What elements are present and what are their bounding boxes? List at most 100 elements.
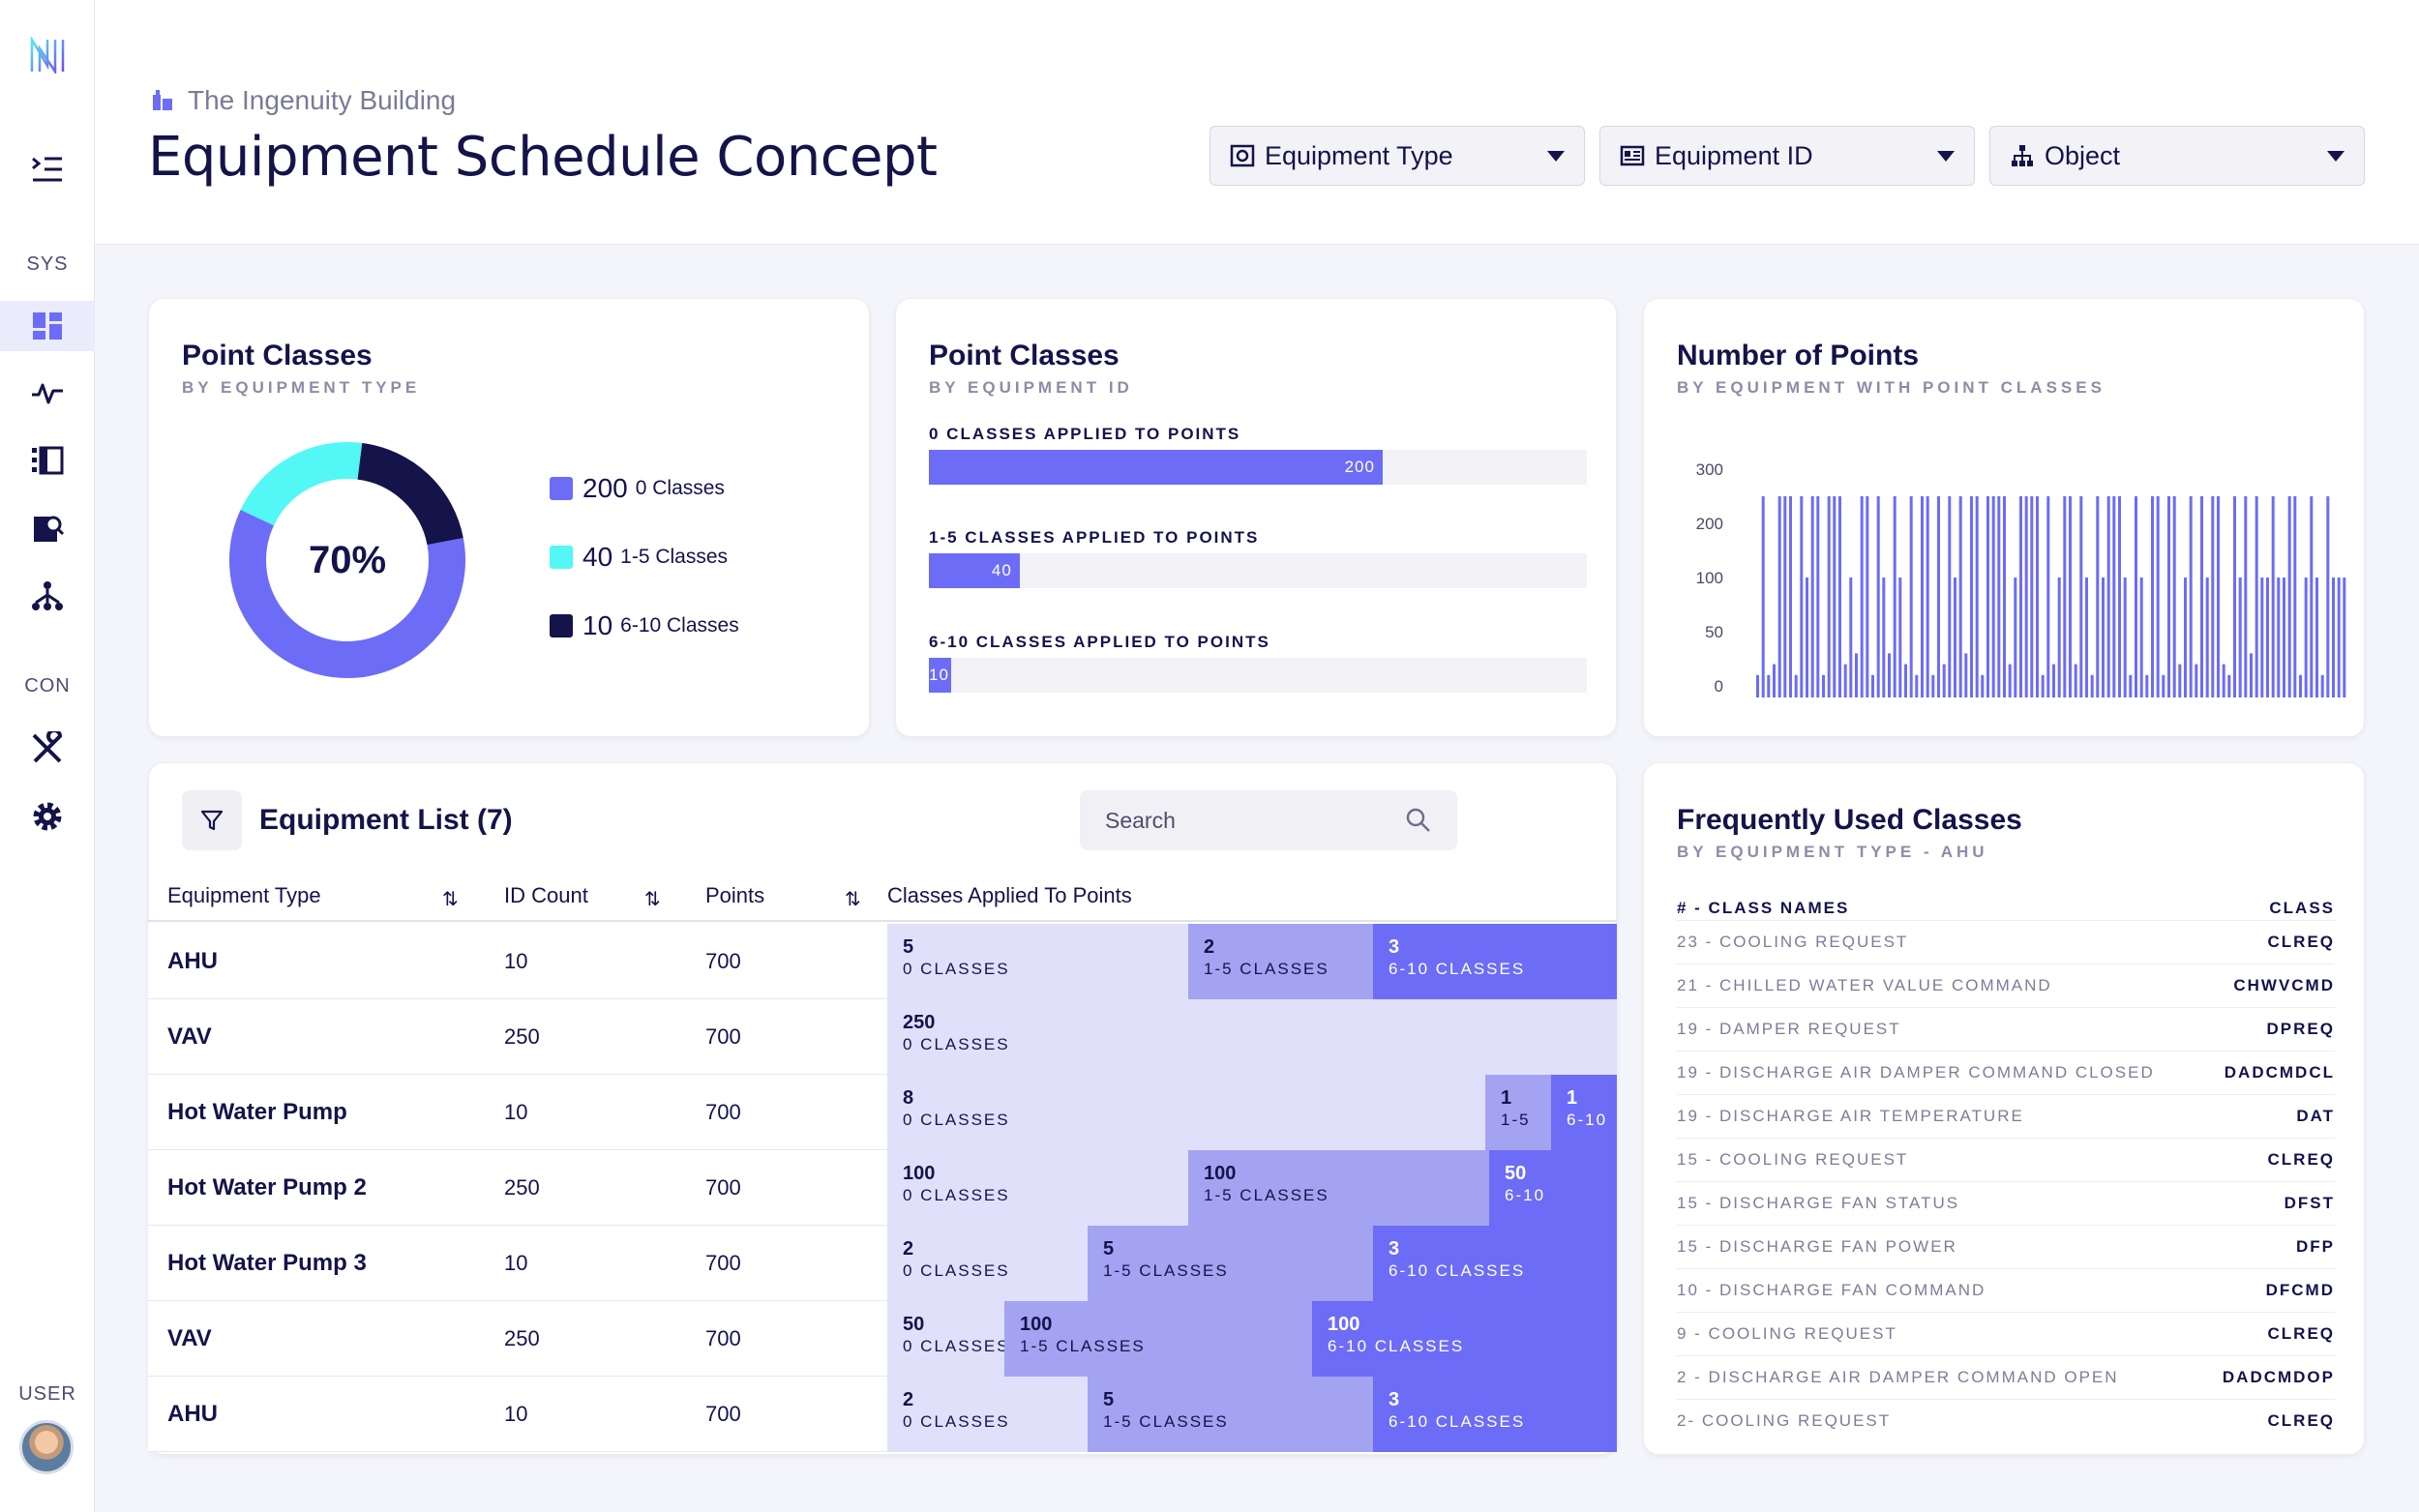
column-bar[interactable] [1876,496,1880,697]
building-name[interactable]: The Ingenuity Building [188,85,457,115]
column-bar[interactable] [1843,664,1847,697]
column-bar[interactable] [1833,496,1837,697]
column-bar[interactable] [1810,496,1814,697]
column-bar[interactable] [2287,496,2291,697]
column-bar[interactable] [2255,496,2258,697]
column-bar[interactable] [2332,578,2335,697]
dashboard-icon[interactable] [0,301,95,351]
column-bar[interactable] [2003,496,2006,697]
column-bar[interactable] [1948,496,1952,697]
sort-icon[interactable]: ⇅ [644,889,661,910]
table-row[interactable]: AHU 10 700 2 0 CLASSES 5 1-5 CLASSES 3 6-10 CLAS… [148,1377,1617,1452]
column-bar[interactable] [1970,496,1973,697]
column-bar[interactable] [1860,496,1864,697]
class-row[interactable]: 2- COOLING REQUEST CLREQ [1677,1399,2335,1442]
column-bar[interactable] [2266,578,2269,697]
table-row[interactable]: Hot Water Pump 2 250 700 100 0 CLASSES 100 1-5… [148,1150,1617,1226]
column-bar[interactable] [2102,578,2105,697]
class-row[interactable]: 23 - COOLING REQUEST CLREQ [1677,920,2335,964]
class-segment[interactable]: 100 0 CLASSES [887,1150,1188,1226]
filter-button[interactable] [182,790,242,850]
column-bar[interactable] [2238,578,2242,697]
column-bar[interactable] [1931,674,1935,697]
column-bar[interactable] [1904,664,1907,697]
class-segment[interactable]: 3 6-10 CLASSES [1373,1226,1617,1301]
pulse-icon[interactable] [0,368,95,418]
column-bar[interactable] [1767,674,1771,697]
class-row[interactable]: 21 - CHILLED WATER VALUE COMMAND CHWVCMD [1677,964,2335,1007]
column-bar[interactable] [1893,496,1896,697]
table-row[interactable]: AHU 10 700 5 0 CLASSES 2 1-5 CLASSES 3 6-10 CLAS… [148,924,1617,999]
column-bar[interactable] [2079,496,2083,697]
column-bar[interactable] [2096,496,2100,697]
column-bar[interactable] [2036,496,2039,697]
class-segment[interactable]: 3 6-10 CLASSES [1373,1377,1617,1452]
column-bar[interactable] [2135,496,2137,697]
donut-slice[interactable] [356,442,463,546]
search-input[interactable]: Search [1080,790,1457,850]
column-bar[interactable] [2211,496,2215,697]
table-row[interactable]: VAV 250 700 50 0 CLASSES 100 1-5 CLASSES 100 6-1… [148,1301,1617,1377]
column-bar[interactable] [1827,496,1831,697]
column-bar[interactable] [2233,496,2236,697]
column-bar[interactable] [1915,674,1919,697]
user-avatar[interactable] [19,1420,74,1474]
column-bar[interactable] [1773,664,1776,697]
column-bar[interactable] [2222,664,2225,697]
column-bar[interactable] [2057,578,2061,697]
column-bar[interactable] [2118,496,2121,697]
column-bar[interactable] [1909,496,1913,697]
equipment-id-dropdown[interactable]: Equipment ID [1599,126,1975,186]
tools-icon[interactable] [0,724,95,774]
class-segment[interactable]: 100 6-10 CLASSES [1312,1301,1617,1377]
column-bar[interactable] [2277,578,2281,697]
column-bar[interactable] [1816,496,1820,697]
column-bar[interactable] [1871,674,1874,697]
column-bar[interactable] [2112,496,2116,697]
class-row[interactable]: 2 - DISCHARGE AIR DAMPER COMMAND OPEN DAD… [1677,1355,2335,1399]
column-bar[interactable] [2172,496,2176,697]
column-header-equipment-type[interactable]: Equipment Type [167,883,321,907]
column-bar[interactable] [2184,578,2187,697]
column-bar[interactable] [1981,674,1985,697]
column-bar[interactable] [1975,496,1979,697]
class-segment[interactable]: 2 0 CLASSES [887,1377,1088,1452]
class-row[interactable]: 15 - DISCHARGE FAN POWER DFP [1677,1225,2335,1268]
search-icon[interactable] [1405,807,1432,834]
column-bar[interactable] [2167,496,2170,697]
column-bar[interactable] [2063,496,2067,697]
column-bar[interactable] [2260,578,2264,697]
column-bar[interactable] [2085,578,2088,697]
column-bar[interactable] [1921,496,1924,697]
column-bar[interactable] [2074,664,2077,697]
menu-collapse-icon[interactable] [29,151,66,188]
column-bar[interactable] [2337,578,2341,697]
column-bar[interactable] [2293,496,2297,697]
class-row[interactable]: 15 - COOLING REQUEST CLREQ [1677,1138,2335,1181]
donut-slice[interactable] [240,442,363,526]
column-bar[interactable] [2195,664,2198,697]
class-segment[interactable]: 250 0 CLASSES [887,999,1617,1075]
table-row[interactable]: VAV 250 700 250 0 CLASSES [148,999,1617,1075]
column-bar[interactable] [2343,578,2346,697]
column-bar[interactable] [2019,496,2022,697]
column-bar[interactable] [2069,496,2072,697]
column-bar[interactable] [1849,578,1853,697]
column-bar[interactable] [2106,496,2110,697]
column-bar[interactable] [2205,578,2209,697]
column-bar[interactable] [2052,664,2055,697]
breadcrumb[interactable]: The Ingenuity Building [151,85,456,116]
sort-icon[interactable]: ⇅ [442,889,459,910]
column-bar[interactable] [2320,674,2324,697]
column-bar[interactable] [2227,674,2231,697]
column-bar[interactable] [1822,674,1825,697]
column-bar[interactable] [2162,674,2165,697]
column-bar[interactable] [2189,496,2193,697]
class-segment[interactable]: 5 1-5 CLASSES [1088,1226,1373,1301]
column-bar[interactable] [2129,674,2133,697]
column-bar[interactable] [2139,578,2143,697]
app-logo[interactable] [29,35,66,76]
class-row[interactable]: 19 - DISCHARGE AIR TEMPERATURE DAT [1677,1094,2335,1138]
column-bar[interactable] [1926,496,1929,697]
column-bar[interactable] [1954,578,1956,697]
